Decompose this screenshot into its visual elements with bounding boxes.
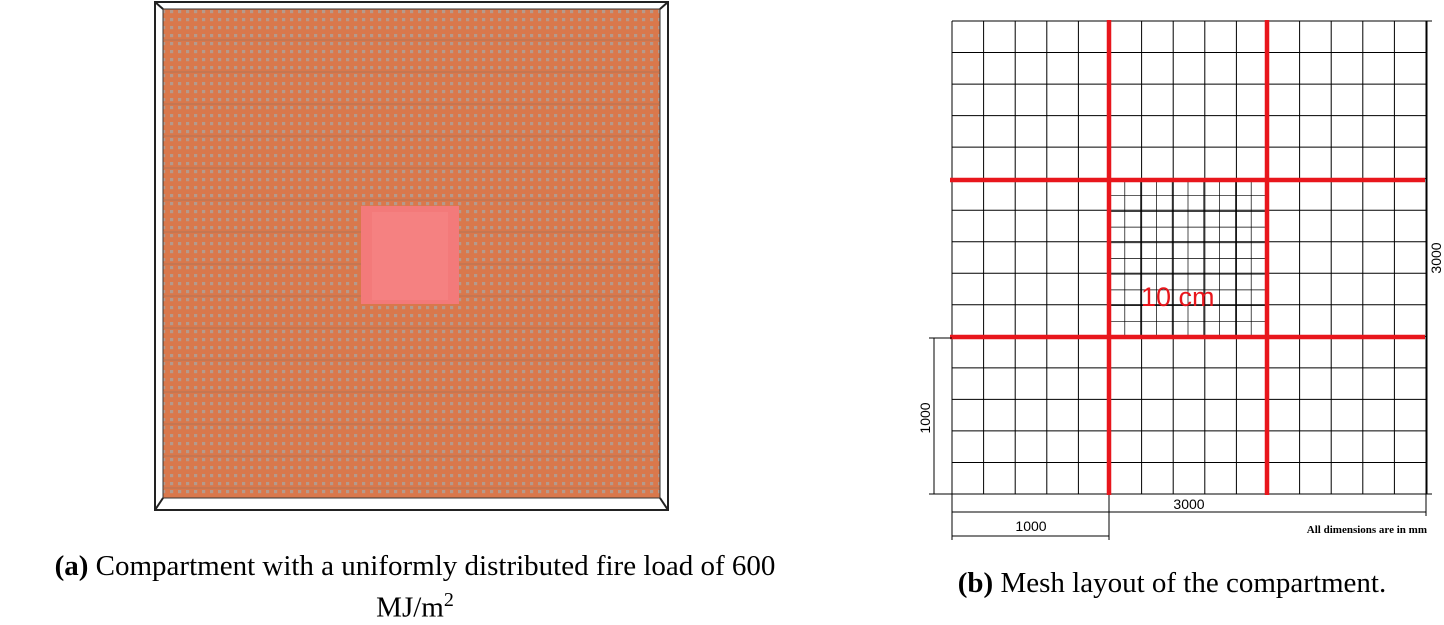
frame-bevel-bl [154,497,164,511]
dim-right-total: 3000 [1428,242,1444,273]
caption-a-text: Compartment with a uniformly distributed… [95,550,776,582]
caption-a-label: (a) [54,550,89,582]
dim-bottom-total: 3000 [1173,496,1204,512]
panel-b: 10 cm 3000 1000 3000 1000 All dimensions… [900,0,1444,617]
caption-a: (a) Compartment with a uniformly distrib… [0,549,830,625]
frame-bevel-tr [659,1,669,10]
caption-b: (b) Mesh layout of the compartment. [900,566,1444,600]
caption-b-label: (b) [957,567,994,599]
units-note: All dimensions are in mm [1307,524,1427,536]
dim-bottom-part: 1000 [1015,518,1046,534]
caption-a-unit-exp: 2 [443,589,454,611]
compartment-plan [154,1,669,511]
burner-inner-shade [372,212,448,300]
caption-a-unit: MJ/m [376,591,444,624]
mesh-size-label: 10 cm [1141,282,1215,312]
panel-a: (a) Compartment with a uniformly distrib… [55,1,775,624]
mesh-layout: 10 cm 3000 1000 3000 1000 All dimensions… [917,20,1444,540]
caption-b-text: Mesh layout of the compartment. [1000,567,1387,599]
frame-bevel-br [659,497,669,511]
fire-load-bands [163,39,660,489]
coarse-mesh-grid [951,20,1427,495]
frame-bevel-tl [154,1,164,10]
dim-left-part: 1000 [917,402,933,433]
fine-mesh-grid [1109,180,1267,337]
